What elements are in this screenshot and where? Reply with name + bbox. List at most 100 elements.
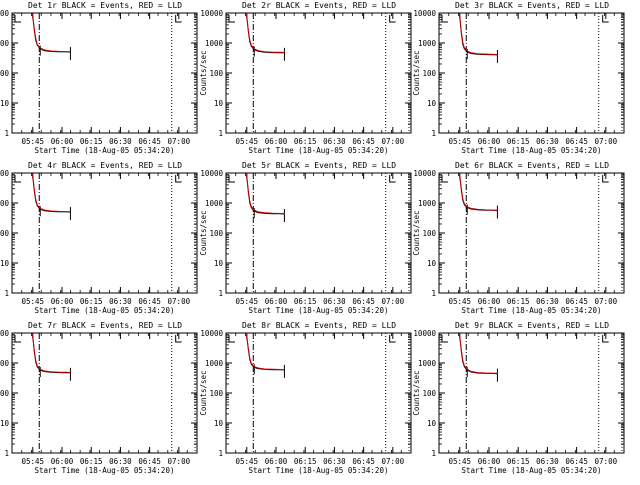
x-tick-label: 06:00: [478, 137, 501, 146]
panel-title: Det 2r BLACK = Events, RED = LLD: [242, 1, 396, 10]
x-tick-label: 06:30: [323, 457, 346, 466]
lld-series-line: [458, 332, 498, 374]
corner-mark-right: [175, 335, 182, 343]
corner-mark-right: [175, 175, 182, 183]
x-tick-label: 06:15: [80, 297, 103, 306]
y-tick-label: 10000: [413, 169, 436, 178]
panel-det-4: Det 4r BLACK = Events, RED = LLD 1 10 100 10…: [0, 161, 198, 315]
panel-title: Det 6r BLACK = Events, RED = LLD: [455, 161, 609, 170]
y-axis-label: Counts/sec: [199, 50, 208, 95]
y-tick-label: 10: [214, 99, 224, 108]
x-tick-label: 06:45: [352, 457, 375, 466]
x-tick-label: 06:45: [565, 457, 588, 466]
corner-mark-left: [228, 335, 235, 343]
y-tick-label: 10: [214, 419, 224, 428]
x-tick-label: 06:15: [80, 137, 103, 146]
events-series-line: [458, 332, 498, 375]
x-tick-label: 05:45: [235, 137, 258, 146]
x-axis-label: Start Time (18-Aug-05 05:34:20): [462, 466, 602, 475]
y-tick-label: 10000: [200, 169, 223, 178]
y-tick-label: 100: [209, 69, 223, 78]
y-tick-label: 1: [4, 449, 9, 458]
y-tick-label: 1: [431, 129, 436, 138]
y-tick-label: 100: [0, 69, 9, 78]
x-axis-label: Start Time (18-Aug-05 05:34:20): [462, 306, 602, 315]
x-tick-label: 06:15: [294, 457, 317, 466]
x-tick-label: 06:45: [138, 457, 161, 466]
x-tick-label: 06:30: [536, 137, 559, 146]
lld-series-line: [458, 12, 498, 56]
y-tick-label: 1: [218, 129, 223, 138]
corner-mark-right: [389, 15, 396, 23]
y-tick-label: 1000: [418, 359, 437, 368]
corner-mark-left: [441, 15, 448, 23]
lld-series-line: [245, 12, 285, 53]
y-tick-label: 10000: [200, 9, 223, 18]
x-tick-label: 06:00: [265, 457, 288, 466]
x-tick-label: 06:15: [294, 297, 317, 306]
y-tick-label: 1: [431, 449, 436, 458]
corner-mark-left: [14, 335, 21, 343]
x-tick-label: 07:00: [595, 297, 618, 306]
corner-mark-right: [602, 335, 609, 343]
panel-det-7: Det 7r BLACK = Events, RED = LLD 1 10 100 10…: [0, 321, 198, 475]
y-tick-label: 100: [422, 69, 436, 78]
corner-mark-right: [389, 175, 396, 183]
y-tick-label: 10: [0, 259, 9, 268]
panel-det-6: Det 6r BLACK = Events, RED = LLD 1 10 100 10…: [412, 161, 625, 315]
x-tick-label: 05:45: [448, 297, 471, 306]
y-tick-label: 10: [427, 419, 437, 428]
x-tick-label: 06:45: [565, 297, 588, 306]
x-tick-label: 06:30: [323, 137, 346, 146]
panel-title: Det 3r BLACK = Events, RED = LLD: [455, 1, 609, 10]
x-tick-label: 06:45: [352, 137, 375, 146]
y-tick-label: 10: [427, 99, 437, 108]
x-tick-label: 05:45: [235, 457, 258, 466]
corner-mark-left: [228, 15, 235, 23]
x-axis-label: Start Time (18-Aug-05 05:34:20): [35, 146, 175, 155]
y-axis-label: Counts/sec: [412, 50, 421, 95]
x-tick-label: 06:15: [507, 297, 530, 306]
corner-mark-right: [389, 335, 396, 343]
x-tick-label: 06:00: [478, 297, 501, 306]
events-series-line: [31, 12, 71, 53]
x-tick-label: 06:15: [80, 457, 103, 466]
x-tick-label: 06:30: [323, 297, 346, 306]
lld-series-line: [31, 12, 71, 53]
x-tick-label: 06:15: [507, 457, 530, 466]
y-tick-label: 1000: [0, 199, 9, 208]
panel-det-9: Det 9r BLACK = Events, RED = LLD 1 10 100 10…: [412, 321, 625, 475]
panel-title: Det 4r BLACK = Events, RED = LLD: [28, 161, 182, 170]
lld-series-line: [458, 172, 498, 211]
y-axis-label: Counts/sec: [199, 370, 208, 415]
x-tick-label: 06:00: [51, 457, 74, 466]
y-tick-label: 100: [422, 229, 436, 238]
corner-mark-right: [602, 175, 609, 183]
x-tick-label: 07:00: [382, 297, 405, 306]
x-tick-label: 05:45: [448, 457, 471, 466]
x-axis-label: Start Time (18-Aug-05 05:34:20): [35, 466, 175, 475]
x-tick-label: 06:00: [265, 137, 288, 146]
panel-title: Det 1r BLACK = Events, RED = LLD: [28, 1, 182, 10]
x-axis-label: Start Time (18-Aug-05 05:34:20): [249, 466, 389, 475]
x-tick-label: 05:45: [21, 297, 44, 306]
x-tick-label: 06:30: [536, 297, 559, 306]
x-tick-label: 06:45: [138, 297, 161, 306]
x-tick-label: 06:45: [352, 297, 375, 306]
x-tick-label: 06:00: [478, 457, 501, 466]
y-tick-label: 10: [0, 419, 9, 428]
x-tick-label: 06:00: [265, 297, 288, 306]
y-tick-label: 1: [4, 129, 9, 138]
y-tick-label: 10: [214, 259, 224, 268]
y-tick-label: 10000: [0, 169, 9, 178]
x-tick-label: 07:00: [168, 137, 191, 146]
y-tick-label: 1: [218, 449, 223, 458]
corner-mark-right: [175, 15, 182, 23]
y-axis-label: Counts/sec: [412, 210, 421, 255]
x-tick-label: 07:00: [595, 457, 618, 466]
corner-mark-left: [14, 175, 21, 183]
x-tick-label: 06:30: [109, 137, 132, 146]
x-tick-label: 06:15: [507, 137, 530, 146]
y-tick-label: 100: [0, 229, 9, 238]
y-tick-label: 1: [431, 289, 436, 298]
